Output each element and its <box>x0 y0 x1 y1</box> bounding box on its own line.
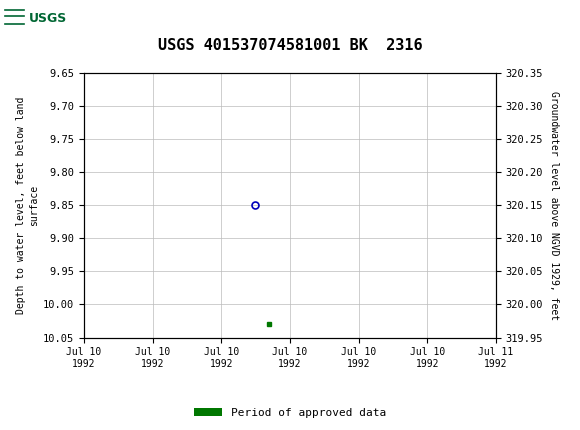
Y-axis label: Groundwater level above NGVD 1929, feet: Groundwater level above NGVD 1929, feet <box>549 91 559 320</box>
Text: USGS: USGS <box>29 12 67 25</box>
Y-axis label: Depth to water level, feet below land
surface: Depth to water level, feet below land su… <box>16 97 39 314</box>
Text: USGS 401537074581001 BK  2316: USGS 401537074581001 BK 2316 <box>158 38 422 52</box>
Bar <box>3 3 55 34</box>
Legend: Period of approved data: Period of approved data <box>190 403 390 422</box>
